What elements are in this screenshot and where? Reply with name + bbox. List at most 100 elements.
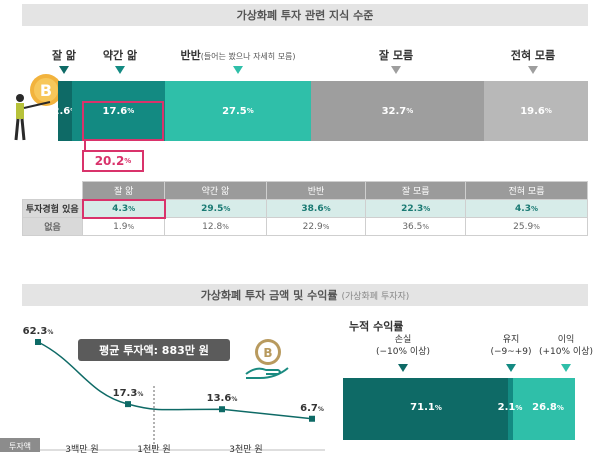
level-label-text: 전혀 모름 — [510, 49, 556, 62]
pct-sign: % — [530, 204, 538, 213]
segment-value: 17.6 — [102, 105, 128, 117]
level-label-text: 잘 모름 — [378, 49, 414, 62]
experience-table: 잘 앎 약간 앎 반반 잘 모름 전혀 모름 투자경험 있음 4.3% 29.5… — [22, 181, 588, 236]
data-label: 13.6% — [207, 393, 238, 404]
investment-line-chart: 62.3% 17.3% 13.6% 6.7% 투자액 3백만 원 1천만 원 3천만 원 — [0, 326, 325, 455]
returns-label-keep: 유지 (−9~+9) — [490, 334, 531, 358]
pct-sign: % — [533, 222, 540, 231]
knowledge-bar-segment: 17.6% — [71, 81, 166, 141]
combined-known-value: 20.2 — [94, 154, 125, 168]
level-label-text: 잘 앎 — [51, 49, 77, 62]
table-cell: 1.9% — [81, 217, 166, 236]
pct-sign: % — [128, 204, 136, 213]
table-header: 반반 — [265, 181, 367, 200]
segment-value: 27.5 — [222, 105, 247, 117]
table-header: 잘 모름 — [365, 181, 467, 200]
returns-label-text: 이익 — [557, 335, 575, 345]
marker-know-well-icon — [59, 66, 69, 74]
table-cell: 12.8% — [164, 217, 267, 236]
knowledge-section-title: 가상화폐 투자 관련 지식 수준 — [22, 4, 588, 26]
row-label: 없음 — [22, 217, 83, 236]
level-label-half: 반반(들어는 봤으나 자세히 모름) — [180, 47, 295, 63]
pct-sign: % — [434, 404, 442, 412]
level-note-text: (들어는 봤으나 자세히 모름) — [200, 52, 296, 61]
data-label: 6.7% — [300, 403, 324, 414]
returns-label-text: 유지 — [502, 335, 520, 345]
pct-sign: % — [124, 157, 132, 165]
pct-sign: % — [222, 222, 229, 231]
cell-value: 29.5 — [201, 203, 224, 214]
returns-value: 26.8 — [532, 402, 557, 413]
pct-sign: % — [544, 107, 552, 115]
table-header: 전혀 모름 — [465, 181, 588, 200]
marker-keep-icon — [506, 364, 516, 372]
knowledge-bar-segment: 19.6% — [484, 81, 588, 141]
pct-sign: % — [223, 204, 231, 213]
marker-dont-know-icon — [391, 66, 401, 74]
returns-label-gain: 이익 (+10% 이상) — [539, 334, 593, 358]
returns-label-text: 손실 — [394, 335, 412, 345]
investment-title-text: 가상화폐 투자 금액 및 수익률 — [200, 289, 338, 302]
cell-value: 4.3 — [515, 203, 531, 214]
segment-value: 19.6 — [520, 105, 545, 117]
table-cell: 22.9% — [265, 217, 367, 236]
average-investment-badge: 평균 투자액: 883만 원 — [78, 339, 230, 361]
level-label-not-at-all: 전혀 모름 — [511, 47, 555, 63]
level-label-dont-know: 잘 모름 — [379, 47, 413, 63]
marker-half-icon — [233, 66, 243, 74]
cumulative-title: 누적 수익률 — [349, 320, 404, 333]
cell-value: 38.6 — [301, 203, 324, 214]
knowledge-bar-segment: 2.6% — [53, 81, 77, 141]
knowledge-bar-segment: 32.7% — [310, 81, 485, 141]
table-header: 잘 앎 — [81, 181, 166, 200]
data-point — [309, 415, 315, 422]
pct-sign: % — [423, 204, 431, 213]
returns-range-text: (−10% 이상) — [376, 347, 430, 357]
level-label-know-well: 잘 앎 — [52, 47, 76, 63]
pct-sign: % — [422, 222, 430, 231]
cell-value: 4.3 — [112, 203, 129, 214]
segment-value: 32.7 — [381, 105, 407, 117]
pct-sign: % — [323, 204, 331, 213]
pct-sign: % — [556, 404, 564, 412]
pct-sign: % — [322, 222, 330, 231]
table-corner — [22, 181, 83, 200]
pct-sign: % — [127, 222, 135, 231]
table-row: 없음 1.9% 12.8% 22.9% 36.5% 25.9% — [22, 217, 588, 236]
data-point — [125, 401, 131, 408]
table-cell: 38.6% — [265, 199, 367, 218]
level-label-text: 약간 앎 — [102, 49, 138, 62]
table-cell: 22.3% — [365, 199, 467, 218]
marker-loss-icon — [398, 364, 408, 372]
pct-sign: % — [246, 107, 254, 115]
table-cell: 4.3% — [81, 198, 166, 219]
pct-sign: % — [406, 107, 414, 115]
investment-section-title: 가상화폐 투자 금액 및 수익률 (가상화폐 투자자) — [22, 284, 588, 306]
cell-value: 1.9 — [113, 221, 128, 232]
table-cell: 36.5% — [365, 217, 467, 236]
table-header: 약간 앎 — [164, 181, 267, 200]
cell-value: 36.5 — [402, 221, 423, 232]
combined-connector — [84, 141, 86, 153]
data-label: 62.3% — [23, 326, 54, 337]
knowledge-bar-segment: 27.5% — [165, 81, 311, 141]
cell-value: 12.8 — [202, 221, 223, 232]
returns-bar-segment — [512, 378, 575, 440]
x-tick-label: 3백만 원 — [65, 444, 98, 455]
combined-known-badge: 20.2% — [82, 150, 144, 172]
level-label-text: 반반 — [180, 49, 201, 62]
returns-value: 71.1 — [410, 402, 435, 413]
returns-label-loss: 손실 (−10% 이상) — [376, 334, 430, 358]
cell-value: 22.9 — [302, 221, 323, 232]
average-investment-text: 평균 투자액: 883만 원 — [99, 344, 209, 357]
combined-highlight-box — [82, 101, 164, 141]
segment-value: 2.6 — [52, 105, 71, 117]
returns-value-label: 26.8% — [532, 402, 564, 413]
x-tick-label: 1천만 원 — [137, 444, 170, 455]
table-cell: 4.3% — [465, 199, 588, 218]
returns-bar-segment — [343, 378, 508, 440]
svg-text:B: B — [263, 346, 272, 360]
returns-value-label: 71.1% — [410, 402, 442, 413]
marker-know-some-icon — [115, 66, 125, 74]
pct-sign: % — [127, 107, 135, 115]
